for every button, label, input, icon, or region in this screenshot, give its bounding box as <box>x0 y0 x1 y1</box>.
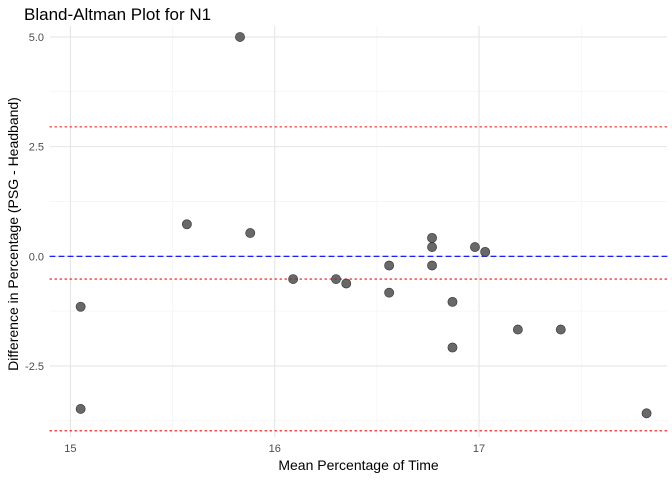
data-point <box>427 242 437 252</box>
data-point <box>75 404 86 414</box>
data-point <box>427 232 437 243</box>
y-tick-label: 5.0 <box>29 32 44 44</box>
data-point <box>75 301 86 312</box>
data-point <box>555 324 566 335</box>
data-point <box>384 260 395 271</box>
data-point <box>331 274 341 284</box>
reference-lines <box>49 126 668 432</box>
data-point <box>480 246 491 257</box>
x-tick-label: 16 <box>269 443 281 455</box>
y-tick-label: 2.5 <box>29 142 44 154</box>
data-point <box>470 242 480 252</box>
tick-labels: 15 16 17 5.0 2.5 0.0 -2.5 <box>25 32 485 455</box>
data-point <box>512 324 523 335</box>
chart-title: Bland-Altman Plot for N1 <box>24 5 211 24</box>
x-tick-label: 17 <box>473 443 485 455</box>
data-point <box>447 297 458 307</box>
y-tick-label: -2.5 <box>25 361 44 373</box>
data-point <box>427 260 437 271</box>
x-tick-label: 15 <box>64 443 76 455</box>
data-point <box>245 228 256 238</box>
data-point <box>341 278 352 289</box>
data-points <box>75 32 652 419</box>
data-point <box>235 32 245 42</box>
data-point <box>181 219 192 230</box>
data-point <box>288 274 299 284</box>
data-point <box>384 287 395 298</box>
y-tick-label: 0.0 <box>29 251 44 263</box>
data-point <box>641 408 652 419</box>
data-point <box>447 342 458 353</box>
y-axis-title: Difference in Percentage (PSG - Headband… <box>5 97 21 371</box>
x-axis-title: Mean Percentage of Time <box>278 457 439 473</box>
grid-layer <box>50 26 667 437</box>
